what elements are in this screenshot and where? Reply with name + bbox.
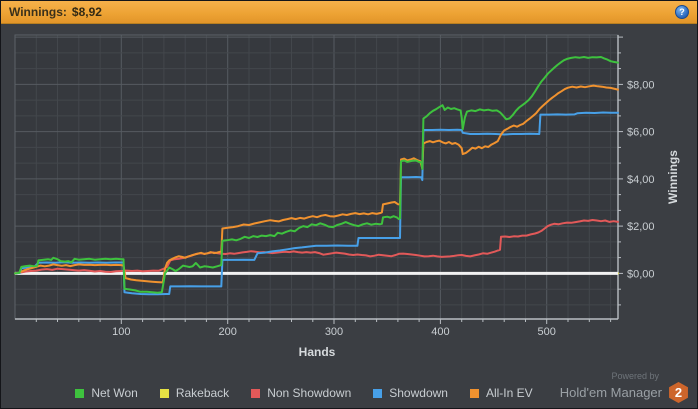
y-tick-label: $0,00 [627, 268, 655, 280]
legend-swatch-icon [469, 388, 479, 398]
legend-swatch-icon [373, 388, 383, 398]
winnings-bar: Winnings: $8,92 ? [1, 1, 697, 24]
legend-item-showdown: Showdown [373, 386, 448, 400]
series-non-showdown [14, 219, 619, 275]
y-tick-label: $8,00 [627, 79, 655, 91]
legend-label: Non Showdown [267, 386, 352, 400]
x-tick-label: 300 [325, 326, 343, 338]
x-tick-label: 100 [112, 326, 130, 338]
help-button[interactable]: ? [675, 5, 689, 19]
legend-label: Showdown [389, 386, 448, 400]
question-mark-icon: ? [679, 6, 685, 17]
x-tick-label: 500 [538, 326, 556, 338]
y-axis-title: Winnings [666, 150, 680, 204]
y-tick-label: $4,00 [627, 174, 655, 186]
chart-canvas: 100 200 300 400 500 $8,00 $6,00 $4,00 $2,00 $0,00… [14, 34, 680, 359]
winnings-value: $8,92 [71, 5, 102, 19]
legend-label: All-In EV [485, 386, 533, 400]
legend-label: Net Won [91, 386, 138, 400]
series-showdown [14, 111, 619, 296]
legend-swatch-icon [75, 388, 85, 398]
series-all-in-ev [14, 84, 619, 284]
legend-swatch-icon [251, 388, 261, 398]
legend-item-net-won: Net Won [75, 386, 138, 400]
winnings-chart: 100 200 300 400 500 $8,00 $6,00 $4,00 $2,00 $0,00… [1, 24, 697, 408]
legend-item-rakeback: Rakeback [159, 386, 230, 400]
legend-label: Rakeback [175, 386, 230, 400]
brand-name: Hold'em Manager [559, 385, 662, 400]
legend-swatch-icon [159, 388, 169, 398]
x-axis-title: Hands [299, 345, 336, 359]
powered-by: Powered by Hold'em Manager 2 [560, 371, 689, 403]
hm2-badge-icon: 2 [669, 382, 688, 403]
chart-legend: Net Won Rakeback Non Showdown Showdown All-I… [1, 385, 607, 401]
legend-item-all-in-ev: All-In EV [469, 386, 533, 400]
x-tick-label: 200 [219, 326, 237, 338]
legend-item-non-showdown: Non Showdown [251, 386, 351, 400]
y-tick-label: $2,00 [627, 221, 655, 233]
powered-by-text: Powered by [611, 371, 659, 381]
x-tick-label: 400 [431, 326, 449, 338]
winnings-label: Winnings: [9, 5, 67, 19]
series-net-won [14, 56, 619, 294]
y-tick-label: $6,00 [627, 127, 655, 139]
